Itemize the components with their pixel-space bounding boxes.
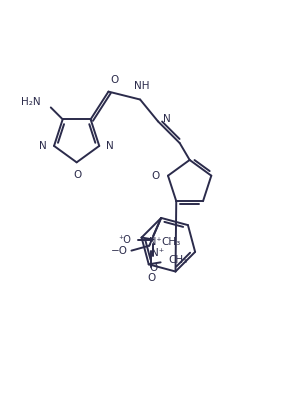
Text: CH₃: CH₃	[161, 237, 181, 246]
Text: O: O	[147, 274, 155, 283]
Text: N⁺: N⁺	[151, 248, 164, 258]
Text: NH: NH	[134, 81, 150, 91]
Text: N: N	[163, 114, 171, 124]
Text: −O: −O	[110, 246, 128, 255]
Text: CH₃: CH₃	[168, 255, 188, 265]
Text: O: O	[149, 263, 157, 274]
Text: N⁺: N⁺	[149, 237, 162, 247]
Text: O: O	[74, 170, 82, 180]
Text: ⁺O: ⁺O	[119, 235, 132, 245]
Text: O: O	[110, 75, 119, 84]
Text: H₂N: H₂N	[21, 97, 41, 107]
Text: N: N	[106, 141, 114, 151]
Text: O: O	[152, 171, 160, 181]
Text: N: N	[39, 141, 47, 151]
